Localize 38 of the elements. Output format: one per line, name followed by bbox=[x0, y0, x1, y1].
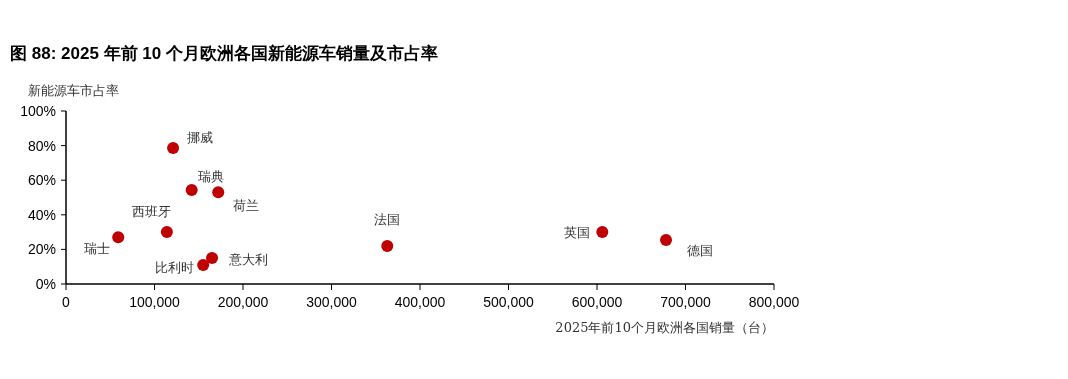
y-tick-label: 100% bbox=[20, 103, 56, 119]
annotation: 德国 bbox=[687, 243, 714, 259]
x-tick-label: 400,000 bbox=[394, 294, 446, 310]
y-tick-label: 60% bbox=[27, 172, 56, 189]
annotation: 西班牙 bbox=[132, 204, 172, 220]
annotation: 英国 bbox=[564, 225, 591, 241]
x-tick-label: 600,000 bbox=[571, 294, 623, 310]
point bbox=[197, 258, 210, 271]
y-tick-label: 40% bbox=[27, 206, 56, 223]
x-tick-label: 200,000 bbox=[217, 294, 269, 310]
point bbox=[160, 226, 173, 239]
point bbox=[185, 184, 198, 197]
x-tick-label: 500,000 bbox=[483, 294, 535, 310]
x-tick-label: 800,000 bbox=[748, 294, 800, 310]
annotation: 瑞士 bbox=[84, 241, 111, 257]
y-tick-label: 20% bbox=[27, 241, 56, 258]
y-tick-label: 80% bbox=[27, 137, 56, 154]
point bbox=[167, 142, 180, 155]
y-tick-label: 0% bbox=[35, 276, 56, 292]
annotation: 瑞典 bbox=[197, 169, 224, 185]
chart-title: 图 88: 2025 年前 10 个月欧洲各国新能源车销量及市占率 bbox=[10, 44, 438, 63]
point bbox=[660, 234, 673, 247]
point bbox=[596, 226, 609, 239]
annotation: 比利时 bbox=[154, 259, 194, 275]
x-axis-title: 2025年前10个月欧洲各国销量（台） bbox=[555, 320, 774, 335]
x-tick-label: 0 bbox=[62, 294, 71, 310]
point bbox=[112, 231, 125, 244]
y-axis-title: 新能源车市占率 bbox=[28, 83, 119, 98]
annotation: 意大利 bbox=[227, 252, 268, 268]
point bbox=[212, 186, 225, 199]
x-tick-label: 100,000 bbox=[129, 294, 181, 310]
annotation: 荷兰 bbox=[233, 198, 260, 214]
point bbox=[206, 252, 219, 265]
point bbox=[381, 239, 394, 252]
x-tick-label: 700,000 bbox=[660, 294, 712, 310]
annotation: 法国 bbox=[374, 211, 401, 227]
annotation: 挪威 bbox=[187, 130, 214, 146]
x-tick-label: 300,000 bbox=[306, 294, 358, 310]
